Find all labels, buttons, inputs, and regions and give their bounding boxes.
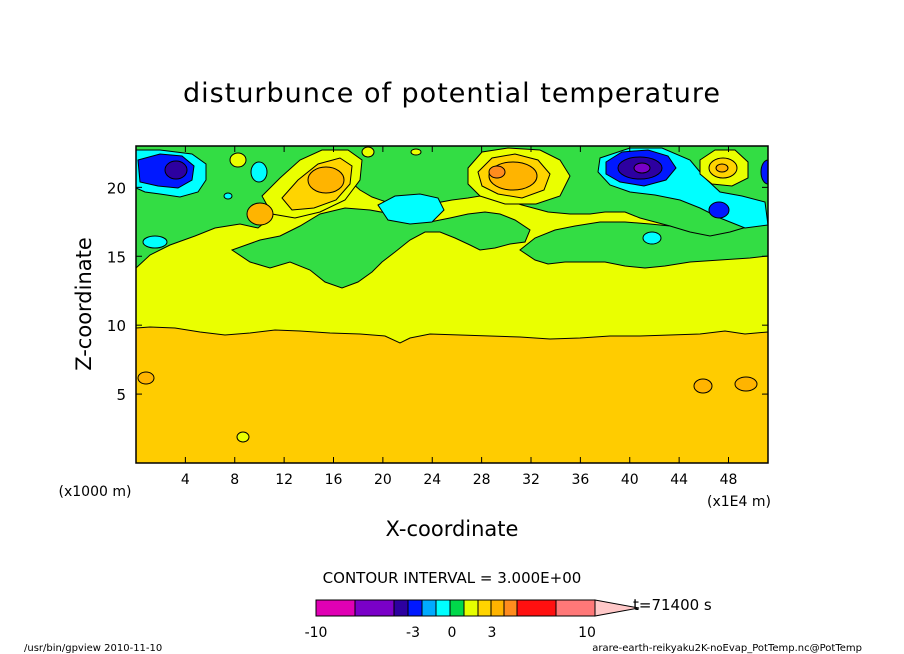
warm-cell-4d <box>488 165 506 179</box>
warm-cell-6 <box>361 146 375 158</box>
footer-left: /usr/bin/gpview 2010-11-10 <box>24 643 162 654</box>
colorbar-bin-3 <box>407 599 423 617</box>
colorbar-tick-label: 10 <box>578 625 596 641</box>
blob-low-1 <box>137 371 155 385</box>
footer-right: arare-earth-reikyaku2K-noEvap_PotTemp.nc… <box>592 643 862 654</box>
cyan-cell-3 <box>250 161 268 183</box>
x-tick-label: 8 <box>230 472 239 488</box>
plot-area <box>136 146 768 463</box>
x-tick-label: 44 <box>670 472 688 488</box>
colorbar-bin-9 <box>490 599 505 617</box>
colorbar <box>315 599 640 617</box>
contour-interval: CONTOUR INTERVAL = 3.000E+00 <box>323 569 582 587</box>
x-axis: 4 8 12 16 20 24 28 32 36 40 44 48 <box>181 146 738 488</box>
purple-core <box>633 162 651 174</box>
x-tick-label: 40 <box>621 472 639 488</box>
blue-core-4 <box>760 159 768 185</box>
colorbar-bin-5 <box>435 599 451 617</box>
warm-cell-5c <box>715 163 729 173</box>
y-tick-label: 10 <box>107 317 126 335</box>
colorbar-bin-7 <box>463 599 479 617</box>
x-tick-label: 32 <box>522 472 540 488</box>
colorbar-tick-label: 0 <box>448 625 457 641</box>
y-unit-label: (x1000 m) <box>59 484 132 500</box>
blob-low-4 <box>734 376 758 392</box>
region-low <box>136 326 768 463</box>
navy-core-1 <box>164 160 188 180</box>
warm-cell-2 <box>246 202 274 226</box>
x-tick-label: 24 <box>423 472 441 488</box>
chart-title: disturbunce of potential temperature <box>183 78 721 109</box>
y-tick-label: 15 <box>107 248 126 266</box>
colorbar-bin-10 <box>503 599 518 617</box>
x-tick-label: 16 <box>325 472 343 488</box>
blue-core-3 <box>708 201 730 219</box>
y-tick-label: 20 <box>107 179 126 197</box>
x-tick-label: 4 <box>181 472 190 488</box>
region-dip-2 <box>519 221 768 269</box>
warm-cell-7 <box>410 148 422 156</box>
colorbar-tick-labels: -10 -3 0 3 10 <box>305 625 596 641</box>
colorbar-bin-6 <box>449 599 465 617</box>
colorbar-bin-1 <box>354 599 395 617</box>
x-tick-label: 36 <box>571 472 589 488</box>
x-tick-label: 28 <box>473 472 491 488</box>
x-tick-label: 20 <box>374 472 392 488</box>
y-axis: 5 10 15 20 <box>107 179 768 404</box>
colorbar-bin-12 <box>555 599 596 617</box>
x-axis-label: X-coordinate <box>386 517 519 541</box>
x-tick-label: 12 <box>275 472 293 488</box>
colorbar-arrow <box>594 599 640 617</box>
cyan-cell-6 <box>642 231 662 245</box>
cyan-cell-2 <box>142 235 168 249</box>
y-axis-label: Z-coordinate <box>72 237 96 371</box>
warm-cell-1c <box>307 166 345 194</box>
y-tick-label: 5 <box>116 386 126 404</box>
colorbar-bin-11 <box>516 599 557 617</box>
time-label: t=71400 s <box>633 596 712 614</box>
blob-low-3 <box>693 378 713 394</box>
blob-low-2 <box>236 431 250 443</box>
cyan-cell-4 <box>377 193 445 225</box>
x-unit-label: (x1E4 m) <box>707 494 771 510</box>
plot-frame <box>135 145 769 464</box>
warm-cell-3 <box>229 152 247 168</box>
colorbar-bin-0 <box>315 599 356 617</box>
x-tick-label: 48 <box>720 472 738 488</box>
colorbar-bin-2 <box>393 599 409 617</box>
colorbar-tick-label: -3 <box>406 625 420 641</box>
region-dip-1 <box>230 207 531 289</box>
colorbar-bin-4 <box>421 599 437 617</box>
colorbar-tick-label: -10 <box>305 625 328 641</box>
cyan-cell-7 <box>223 192 233 200</box>
colorbar-tick-label: 3 <box>488 625 497 641</box>
colorbar-bin-8 <box>477 599 492 617</box>
